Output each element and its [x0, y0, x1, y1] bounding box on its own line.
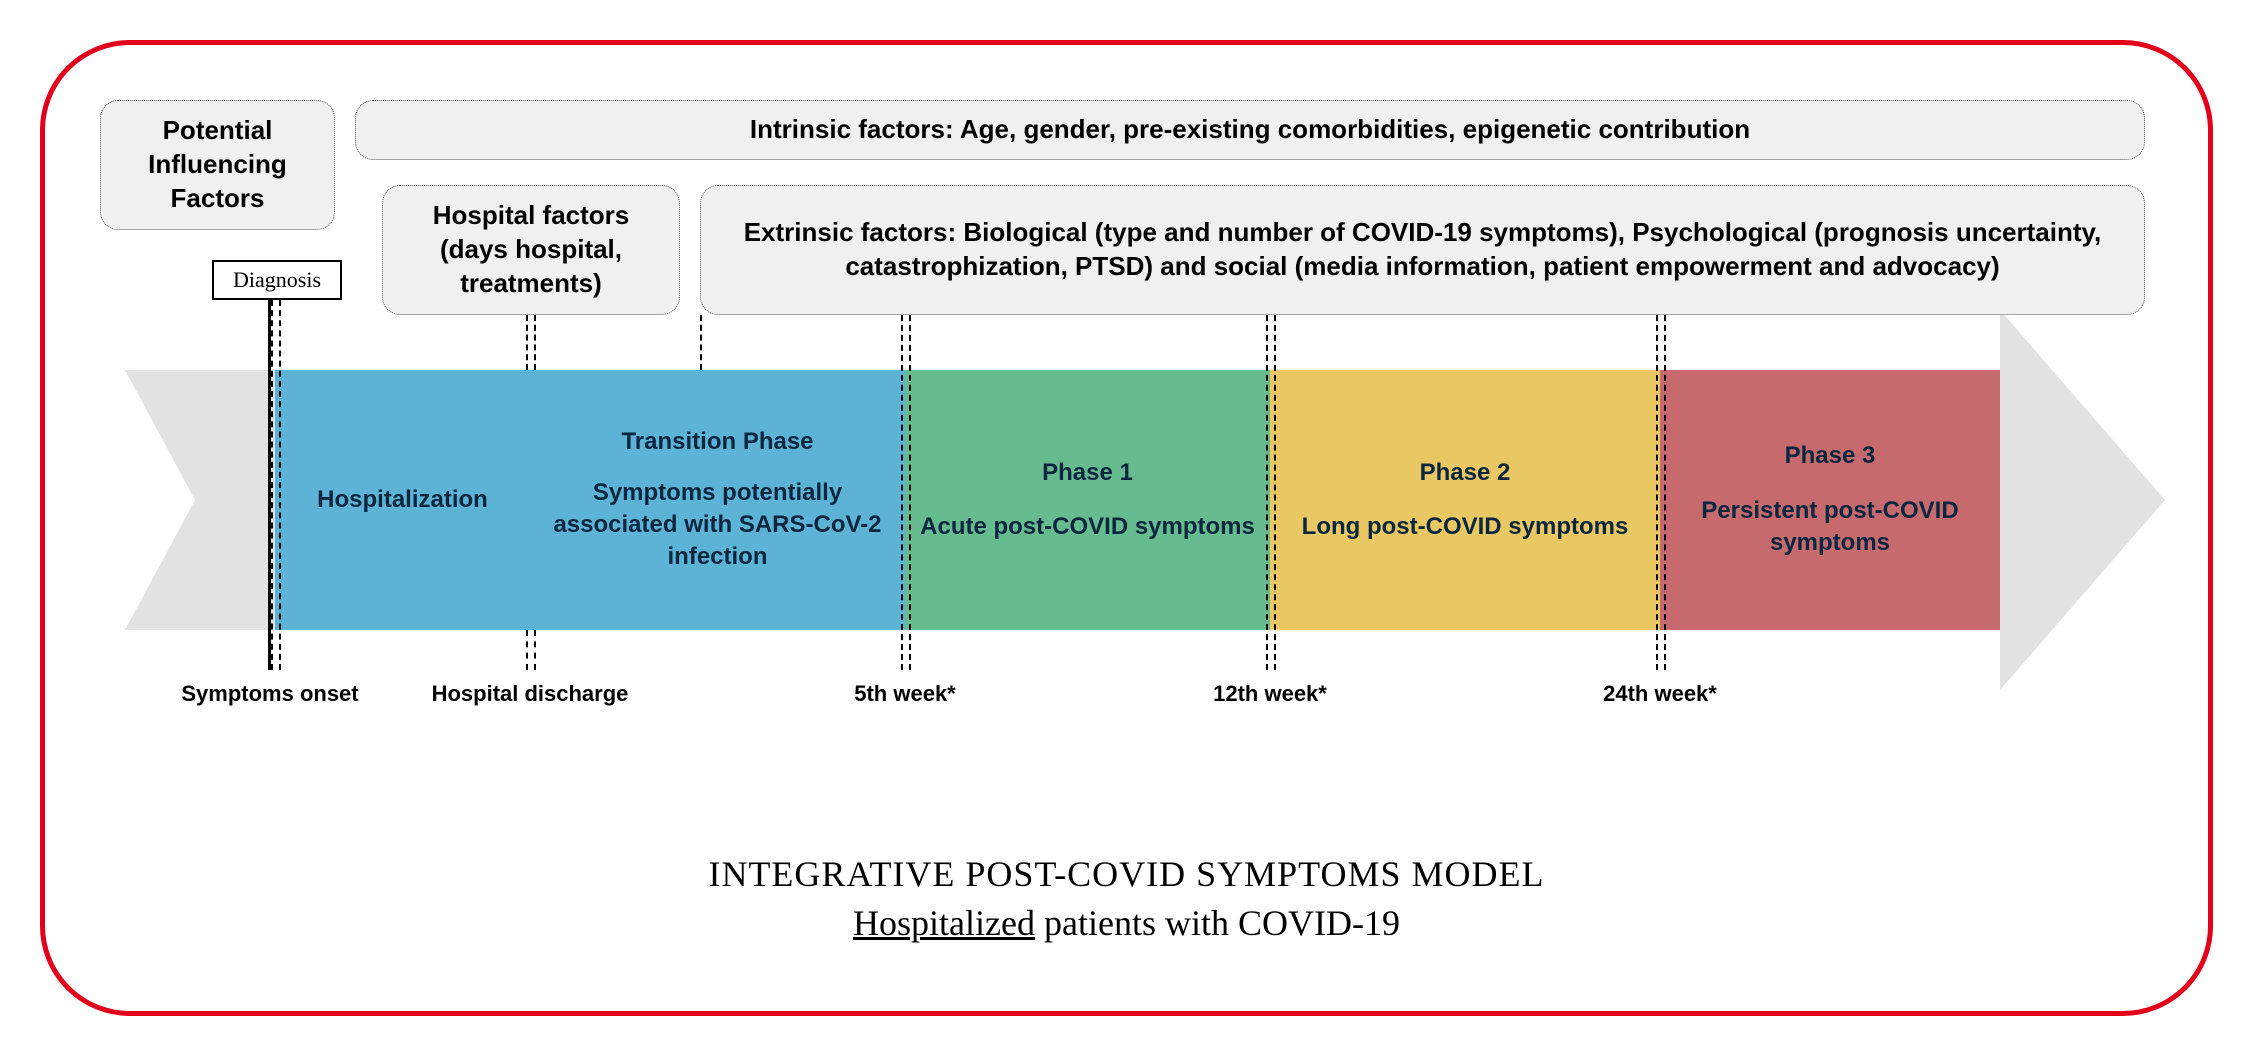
factor-potential: Potential Influencing Factors — [100, 100, 335, 230]
axis-w5-text: 5th week* — [854, 681, 956, 706]
axis-onset: Symptoms onset — [160, 680, 380, 708]
diagram-title: INTEGRATIVE POST-COVID SYMPTOMS MODEL Ho… — [0, 850, 2253, 947]
phase-hospitalization: Hospitalization — [275, 370, 530, 630]
title-line1: INTEGRATIVE POST-COVID SYMPTOMS MODEL — [0, 850, 2253, 899]
axis-discharge-text: Hospital discharge — [432, 681, 629, 706]
factor-intrinsic-text: Intrinsic factors: Age, gender, pre-exis… — [750, 113, 1750, 147]
phase-1: Phase 1 Acute post-COVID symptoms — [905, 370, 1270, 630]
timeline-arrow-tail-notch — [125, 370, 195, 630]
axis-onset-text: Symptoms onset — [181, 681, 358, 706]
phase-3-title: Phase 3 — [1785, 440, 1876, 472]
factor-extrinsic: Extrinsic factors: Biological (type and … — [700, 185, 2145, 315]
phase-3: Phase 3 Persistent post-COVID symptoms — [1660, 370, 2000, 630]
factor-hospital-text: Hospital factors (days hospital, treatme… — [401, 199, 661, 300]
phase-3-subtitle: Persistent post-COVID symptoms — [1674, 495, 1986, 560]
timeline-arrow-head — [2000, 310, 2165, 690]
factor-hospital: Hospital factors (days hospital, treatme… — [382, 185, 680, 315]
diagnosis-box: Diagnosis — [212, 260, 342, 300]
phase-1-title: Phase 1 — [1042, 457, 1133, 489]
title-line2-rest: patients with COVID-19 — [1035, 903, 1400, 943]
factor-intrinsic: Intrinsic factors: Age, gender, pre-exis… — [355, 100, 2145, 160]
diagram-canvas: Hospitalization Transition Phase Symptom… — [0, 0, 2253, 1056]
phase-2-title: Phase 2 — [1420, 457, 1511, 489]
axis-w12-text: 12th week* — [1213, 681, 1327, 706]
phase-transition-subtitle: Symptoms potentially associated with SAR… — [544, 477, 891, 574]
axis-w24: 24th week* — [1575, 680, 1745, 708]
factor-extrinsic-text: Extrinsic factors: Biological (type and … — [719, 216, 2126, 284]
factor-potential-text: Potential Influencing Factors — [119, 114, 316, 215]
phase-transition-title: Transition Phase — [621, 426, 813, 458]
phase-2: Phase 2 Long post-COVID symptoms — [1270, 370, 1660, 630]
axis-discharge: Hospital discharge — [425, 680, 635, 708]
title-line2: Hospitalized patients with COVID-19 — [0, 899, 2253, 948]
axis-w5: 5th week* — [820, 680, 990, 708]
phase-1-subtitle: Acute post-COVID symptoms — [920, 511, 1255, 543]
axis-w24-text: 24th week* — [1603, 681, 1717, 706]
phase-hospitalization-subtitle: Hospitalization — [317, 484, 488, 516]
phase-transition: Transition Phase Symptoms potentially as… — [530, 370, 905, 630]
title-line2-underlined: Hospitalized — [853, 903, 1035, 943]
diagnosis-text: Diagnosis — [233, 267, 321, 293]
axis-w12: 12th week* — [1185, 680, 1355, 708]
phase-2-subtitle: Long post-COVID symptoms — [1302, 511, 1629, 543]
